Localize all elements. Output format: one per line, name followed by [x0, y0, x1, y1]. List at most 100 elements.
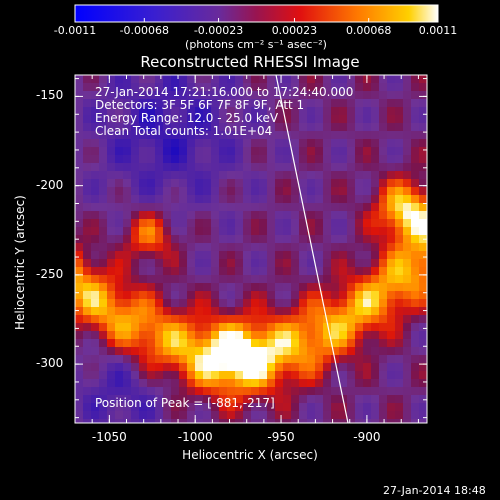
heatmap-cell: [107, 99, 115, 107]
heatmap-cell: [91, 235, 99, 243]
heatmap-cell: [379, 411, 387, 419]
heatmap-cell: [323, 243, 331, 251]
heatmap-cell: [315, 307, 323, 315]
heatmap-cell: [131, 315, 139, 323]
heatmap-cell: [371, 131, 379, 139]
heatmap-cell: [299, 267, 307, 275]
heatmap-cell: [91, 411, 99, 419]
heatmap-cell: [355, 323, 363, 331]
heatmap-cell: [219, 163, 227, 171]
heatmap-cell: [299, 211, 307, 219]
heatmap-cell: [379, 83, 387, 91]
heatmap-cell: [179, 227, 187, 235]
heatmap-cell: [355, 99, 363, 107]
heatmap-cell: [275, 219, 283, 227]
heatmap-cell: [275, 363, 283, 371]
heatmap-cell: [163, 379, 171, 387]
heatmap-cell: [355, 139, 363, 147]
heatmap-cell: [347, 155, 355, 163]
heatmap-cell: [147, 395, 155, 403]
heatmap-cell: [155, 139, 163, 147]
heatmap-cell: [251, 227, 259, 235]
heatmap-cell: [107, 347, 115, 355]
heatmap-cell: [267, 291, 275, 299]
heatmap-cell: [99, 115, 107, 123]
heatmap-cell: [395, 403, 403, 411]
heatmap-cell: [187, 227, 195, 235]
heatmap-cell: [147, 75, 155, 83]
heatmap-cell: [195, 179, 203, 187]
heatmap-cell: [267, 355, 275, 363]
heatmap-cell: [411, 235, 419, 243]
heatmap-cell: [219, 307, 227, 315]
heatmap-cell: [123, 123, 131, 131]
heatmap-cell: [259, 267, 267, 275]
heatmap-cell: [115, 235, 123, 243]
heatmap-cell: [267, 107, 275, 115]
heatmap-cell: [75, 403, 83, 411]
heatmap-cell: [403, 323, 411, 331]
heatmap-cell: [115, 163, 123, 171]
heatmap-cell: [187, 347, 195, 355]
heatmap-cell: [123, 219, 131, 227]
heatmap-cell: [323, 371, 331, 379]
heatmap-cell: [227, 91, 235, 99]
heatmap-cell: [331, 235, 339, 243]
heatmap-cell: [299, 171, 307, 179]
heatmap-cell: [363, 299, 371, 307]
heatmap-cell: [243, 299, 251, 307]
heatmap-cell: [83, 115, 91, 123]
heatmap-cell: [203, 155, 211, 163]
heatmap-cell: [155, 91, 163, 99]
heatmap-cell: [139, 179, 147, 187]
heatmap-cell: [75, 387, 83, 395]
heatmap-cell: [291, 179, 299, 187]
heatmap-cell: [395, 363, 403, 371]
heatmap-cell: [347, 139, 355, 147]
heatmap-cell: [179, 363, 187, 371]
heatmap-cell: [371, 379, 379, 387]
heatmap-cell: [387, 83, 395, 91]
heatmap-cell: [163, 291, 171, 299]
heatmap-cell: [211, 331, 219, 339]
heatmap-cell: [275, 275, 283, 283]
heatmap-cell: [219, 259, 227, 267]
heatmap-cell: [115, 315, 123, 323]
heatmap-cell: [259, 363, 267, 371]
heatmap-cell: [403, 235, 411, 243]
heatmap-cell: [75, 347, 83, 355]
heatmap-cell: [203, 107, 211, 115]
heatmap-cell: [251, 155, 259, 163]
heatmap-cell: [315, 291, 323, 299]
heatmap-cell: [411, 99, 419, 107]
heatmap-cell: [131, 195, 139, 203]
heatmap-cell: [379, 139, 387, 147]
heatmap-cell: [299, 355, 307, 363]
heatmap-cell: [227, 227, 235, 235]
heatmap-cell: [307, 307, 315, 315]
heatmap-cell: [227, 115, 235, 123]
heatmap-cell: [395, 259, 403, 267]
heatmap-cell: [187, 115, 195, 123]
heatmap-cell: [323, 211, 331, 219]
heatmap-cell: [171, 107, 179, 115]
heatmap-cell: [75, 115, 83, 123]
solar-limb-line: [275, 74, 349, 424]
heatmap-cell: [235, 419, 243, 423]
heatmap-cell: [147, 275, 155, 283]
heatmap-cell: [315, 107, 323, 115]
heatmap-cell: [339, 267, 347, 275]
heatmap-cell: [99, 187, 107, 195]
heatmap-cell: [75, 299, 83, 307]
heatmap-cell: [355, 379, 363, 387]
heatmap-cell: [227, 83, 235, 91]
heatmap-cell: [155, 403, 163, 411]
heatmap-cell: [419, 91, 427, 99]
heatmap-cell: [155, 395, 163, 403]
heatmap-cell: [267, 91, 275, 99]
heatmap-cell: [219, 363, 227, 371]
heatmap-cell: [99, 315, 107, 323]
heatmap-cell: [123, 211, 131, 219]
heatmap-cell: [139, 403, 147, 411]
heatmap-cell: [323, 307, 331, 315]
